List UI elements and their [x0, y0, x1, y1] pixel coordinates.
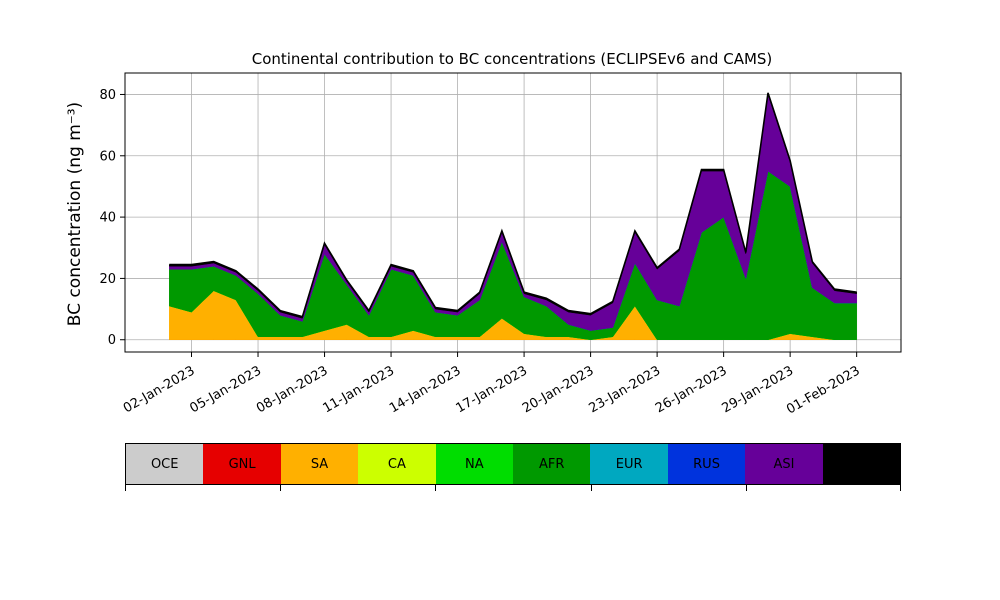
x-tick-label: 20-Jan-2023 — [520, 363, 597, 416]
legend-item-aus: AUS — [822, 444, 901, 484]
x-tick-label: 08-Jan-2023 — [254, 363, 331, 416]
plot-frame — [124, 72, 902, 353]
legend-tick — [591, 485, 592, 491]
legend-item-afr: AFR — [513, 444, 591, 484]
chart-title: Continental contribution to BC concentra… — [252, 50, 773, 68]
y-tick-label: 0 — [108, 333, 116, 348]
legend-item-eur: EUR — [590, 444, 668, 484]
legend-item-oce: OCE — [126, 444, 204, 484]
x-tick-label: 17-Jan-2023 — [453, 363, 530, 416]
legend-bar: OCE GNL SA CA NA AFR EUR RUS ASI AUS — [125, 443, 901, 485]
legend-ticks — [125, 485, 901, 491]
legend: OCE GNL SA CA NA AFR EUR RUS ASI AUS — [125, 443, 901, 491]
y-tick-label: 80 — [99, 88, 116, 103]
x-tick-label: 02-Jan-2023 — [121, 363, 198, 416]
chart-svg: Continental contribution to BC concentra… — [65, 50, 902, 417]
plot-area: 0 20 40 60 80 02-Jan-202305-Jan-202308-Jan-20… — [99, 72, 902, 417]
legend-item-sa: SA — [280, 444, 359, 484]
y-tick-label: 40 — [99, 211, 116, 226]
x-tick-label: 01-Feb-2023 — [784, 363, 863, 417]
x-tick-label: 23-Jan-2023 — [587, 363, 664, 416]
y-tick-label: 60 — [99, 149, 116, 164]
y-tick-label: 20 — [99, 272, 116, 287]
legend-tick — [280, 485, 281, 491]
y-axis-label: BC concentration (ng m⁻³) — [65, 102, 85, 326]
x-tick-label: 26-Jan-2023 — [653, 363, 730, 416]
legend-item-gnl: GNL — [203, 444, 281, 484]
legend-tick — [125, 485, 126, 491]
legend-tick — [746, 485, 747, 491]
legend-item-asi: ASI — [745, 444, 823, 484]
legend-tick — [435, 485, 436, 491]
legend-item-ca: CA — [358, 444, 436, 484]
legend-tick — [900, 485, 901, 491]
x-tick-label: 05-Jan-2023 — [187, 363, 264, 416]
x-tick-label: 29-Jan-2023 — [720, 363, 797, 416]
x-tick-label: 11-Jan-2023 — [320, 363, 397, 416]
total-line — [169, 92, 857, 318]
legend-item-na: NA — [435, 444, 514, 484]
legend-item-rus: RUS — [667, 444, 746, 484]
x-tick-label: 14-Jan-2023 — [387, 363, 464, 416]
